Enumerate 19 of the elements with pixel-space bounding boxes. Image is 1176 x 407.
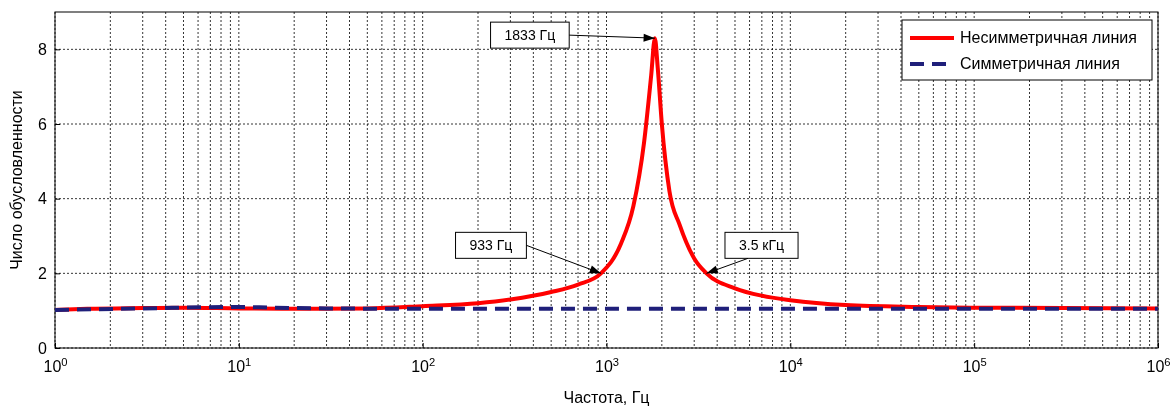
legend-label: Симметричная линия [960, 55, 1120, 72]
annotation: 1833 Гц [504, 27, 556, 44]
annotation: 933 Гц [469, 237, 513, 254]
y-tick-label: 0 [38, 339, 48, 357]
annotation: 3.5 кГц [738, 237, 785, 254]
y-axis-title: Число обусловленности [8, 90, 25, 270]
x-tick-label: 10$^{6}$ [1146, 356, 1171, 375]
y-tick-label: 4 [38, 190, 48, 208]
y-tick-label: 2 [38, 264, 48, 282]
x-tick-label: 10$^{2}$ [411, 356, 436, 375]
x-tick-label: 10$^{1}$ [227, 356, 252, 375]
y-tick-label: 6 [38, 115, 48, 133]
x-tick-label: 10$^{5}$ [962, 356, 987, 375]
x-tick-label: 10$^{3}$ [594, 356, 620, 375]
y-tick-label: 8 [38, 40, 48, 58]
legend-label: Несимметричная линия [960, 29, 1137, 46]
x-axis-title: Частота, Гц [563, 389, 650, 406]
x-tick-label: 10$^{4}$ [778, 356, 803, 375]
x-tick-label: 10$^{0}$ [43, 356, 68, 375]
